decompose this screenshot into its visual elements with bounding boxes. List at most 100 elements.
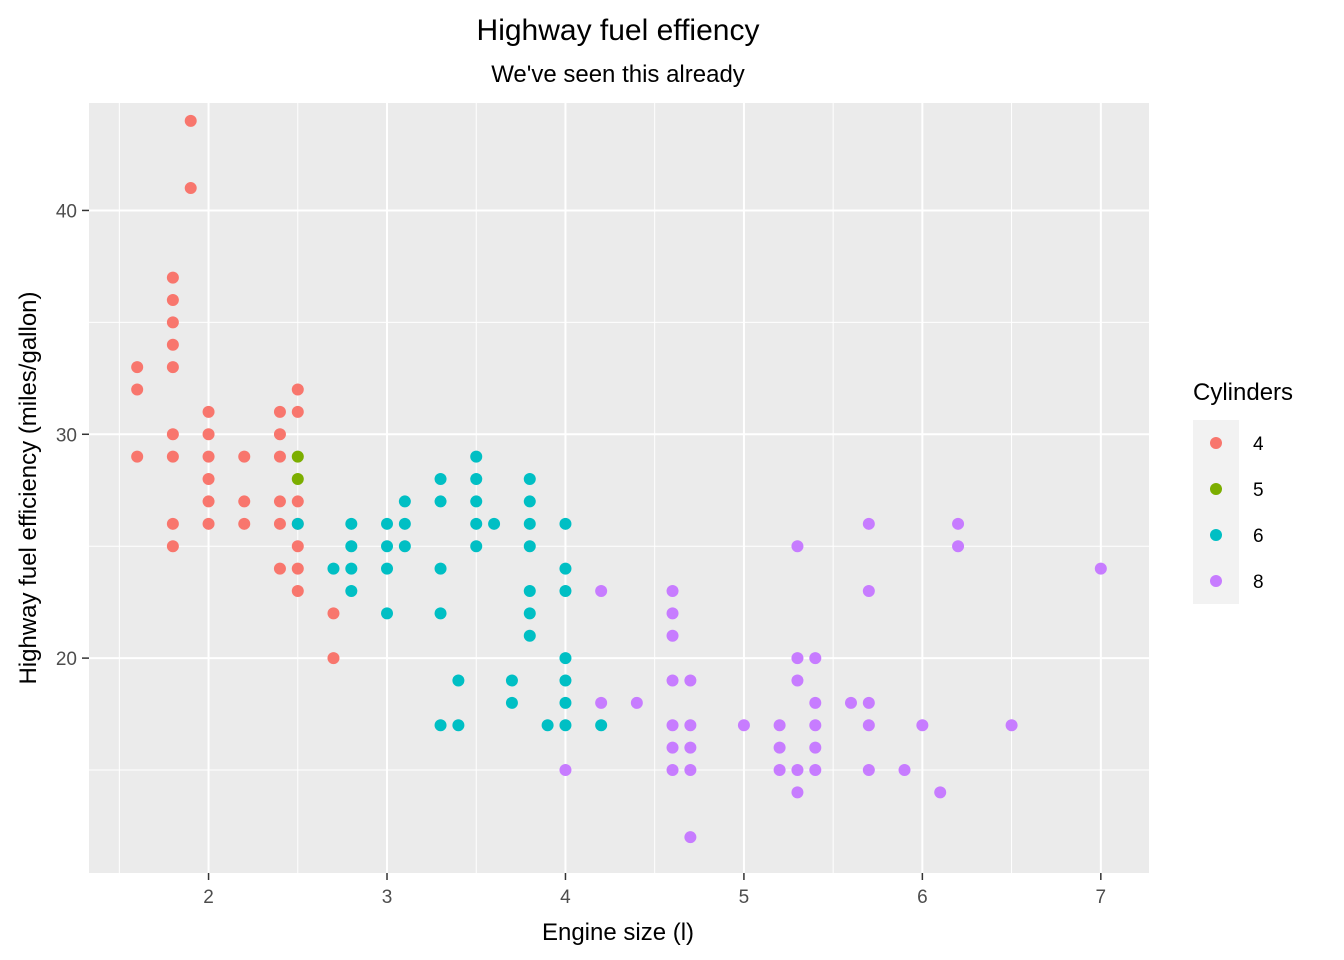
data-point-cyl-4 [291,584,304,597]
data-point-cyl-5 [291,473,304,486]
data-point-cyl-4 [273,562,286,575]
y-axis: 20 30 40 [56,201,89,670]
data-point-cyl-6 [345,584,358,597]
data-point-cyl-4 [131,361,144,374]
data-point-cyl-8 [809,764,822,777]
data-point-cyl-8 [666,584,679,597]
data-point-cyl-6 [523,473,536,486]
data-point-cyl-4 [166,428,179,441]
data-point-cyl-6 [470,473,483,486]
data-point-cyl-8 [1094,562,1107,575]
chart-title: Highway fuel effiency [477,14,760,47]
data-point-cyl-6 [505,674,518,687]
data-point-cyl-8 [934,786,947,799]
data-point-cyl-6 [470,517,483,530]
x-tick-label: 4 [560,887,571,908]
data-point-cyl-6 [345,517,358,530]
data-point-cyl-8 [916,719,929,732]
data-point-cyl-6 [559,674,572,687]
data-point-cyl-8 [1005,719,1018,732]
data-point-cyl-8 [952,540,965,553]
data-point-cyl-8 [559,764,572,777]
data-point-cyl-6 [505,696,518,709]
legend-key-8 [1210,575,1222,587]
data-point-cyl-6 [470,450,483,463]
data-point-cyl-8 [773,764,786,777]
data-point-cyl-8 [595,696,608,709]
data-point-cyl-6 [291,517,304,530]
data-point-cyl-6 [470,495,483,508]
data-point-cyl-8 [952,517,965,530]
data-point-cyl-6 [434,607,447,620]
data-point-cyl-6 [523,629,536,642]
data-point-cyl-8 [666,719,679,732]
legend-key-5 [1210,483,1222,495]
data-point-cyl-8 [809,719,822,732]
x-tick-label: 3 [382,887,393,908]
x-tick-label: 7 [1096,887,1107,908]
data-point-cyl-4 [202,517,215,530]
data-point-cyl-6 [452,674,465,687]
data-point-cyl-4 [238,517,251,530]
data-point-cyl-8 [630,696,643,709]
data-point-cyl-8 [684,764,697,777]
data-point-cyl-8 [737,719,750,732]
data-point-cyl-6 [488,517,501,530]
data-point-cyl-6 [345,562,358,575]
data-point-cyl-8 [791,540,804,553]
data-point-cyl-6 [559,696,572,709]
data-point-cyl-8 [595,584,608,597]
data-points [131,114,1107,844]
data-point-cyl-8 [684,719,697,732]
data-point-cyl-4 [273,428,286,441]
data-point-cyl-6 [523,540,536,553]
data-point-cyl-4 [238,495,251,508]
data-point-cyl-4 [202,405,215,418]
data-point-cyl-4 [166,316,179,329]
data-point-cyl-8 [773,719,786,732]
legend-key-background [1193,420,1239,604]
data-point-cyl-4 [166,540,179,553]
data-point-cyl-8 [666,607,679,620]
data-point-cyl-4 [166,361,179,374]
data-point-cyl-6 [470,540,483,553]
x-axis: 2 3 4 5 6 7 [203,873,1106,908]
data-point-cyl-4 [166,450,179,463]
x-tick-label: 5 [739,887,750,908]
legend-label-4: 4 [1253,434,1264,455]
data-point-cyl-8 [862,764,875,777]
data-point-cyl-4 [273,405,286,418]
data-point-cyl-8 [791,652,804,665]
data-point-cyl-6 [559,719,572,732]
data-point-cyl-8 [862,517,875,530]
data-point-cyl-4 [238,450,251,463]
data-point-cyl-4 [166,293,179,306]
data-point-cyl-8 [666,764,679,777]
legend-label-8: 8 [1253,572,1264,593]
legend-key-6 [1210,529,1222,541]
data-point-cyl-4 [273,517,286,530]
data-point-cyl-6 [559,652,572,665]
data-point-cyl-8 [809,741,822,754]
data-point-cyl-4 [291,495,304,508]
data-point-cyl-4 [184,114,197,127]
data-point-cyl-4 [273,495,286,508]
data-point-cyl-4 [327,652,340,665]
data-point-cyl-6 [559,562,572,575]
x-tick-label: 2 [203,887,214,908]
x-axis-title: Engine size (l) [542,919,694,946]
data-point-cyl-4 [291,405,304,418]
data-point-cyl-8 [862,696,875,709]
data-point-cyl-4 [166,338,179,351]
data-point-cyl-6 [381,607,394,620]
data-point-cyl-4 [273,450,286,463]
data-point-cyl-6 [434,495,447,508]
data-point-cyl-6 [381,562,394,575]
data-point-cyl-4 [327,607,340,620]
data-point-cyl-8 [773,741,786,754]
minor-gridlines [89,103,1149,873]
data-point-cyl-6 [541,719,554,732]
data-point-cyl-4 [202,495,215,508]
data-point-cyl-4 [202,450,215,463]
y-tick-label: 30 [56,425,77,446]
